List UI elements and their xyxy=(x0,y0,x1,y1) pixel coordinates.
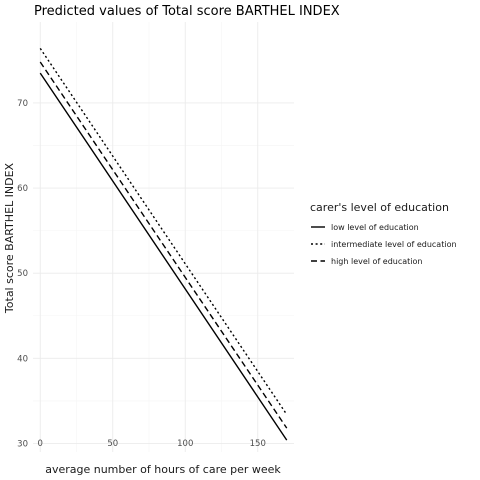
grid-major-lines xyxy=(33,22,294,452)
legend-items: low level of education intermediate level… xyxy=(311,223,457,266)
y-tick-label: 40 xyxy=(17,354,28,364)
y-tick-label: 70 xyxy=(17,99,28,109)
legend-title: carer's level of education xyxy=(310,201,449,214)
x-tick-label: 100 xyxy=(177,439,193,449)
legend: carer's level of education low level of … xyxy=(310,201,457,266)
series-line-1 xyxy=(39,72,288,441)
y-tick-label: 50 xyxy=(17,269,28,279)
y-axis-title: Total score BARTHEL INDEX xyxy=(3,162,16,314)
legend-label-3: high level of education xyxy=(331,257,423,266)
x-axis-title: average number of hours of care per week xyxy=(45,463,281,476)
x-tick-label: 50 xyxy=(107,439,118,449)
grid-minor-lines xyxy=(33,22,294,452)
y-tick-label: 60 xyxy=(17,184,28,194)
chart-title: Predicted values of Total score BARTHEL … xyxy=(34,4,340,19)
x-tick-label: 150 xyxy=(250,439,266,449)
series-line-3 xyxy=(39,61,288,429)
x-axis-ticks: 0 50 100 150 xyxy=(38,439,266,449)
y-axis-ticks: 30 40 50 60 70 xyxy=(17,99,28,450)
y-tick-label: 30 xyxy=(17,439,28,449)
legend-label-1: low level of education xyxy=(331,223,419,232)
x-tick-label: 0 xyxy=(38,439,43,449)
legend-label-2: intermediate level of education xyxy=(331,240,457,249)
series-layer xyxy=(39,48,288,441)
